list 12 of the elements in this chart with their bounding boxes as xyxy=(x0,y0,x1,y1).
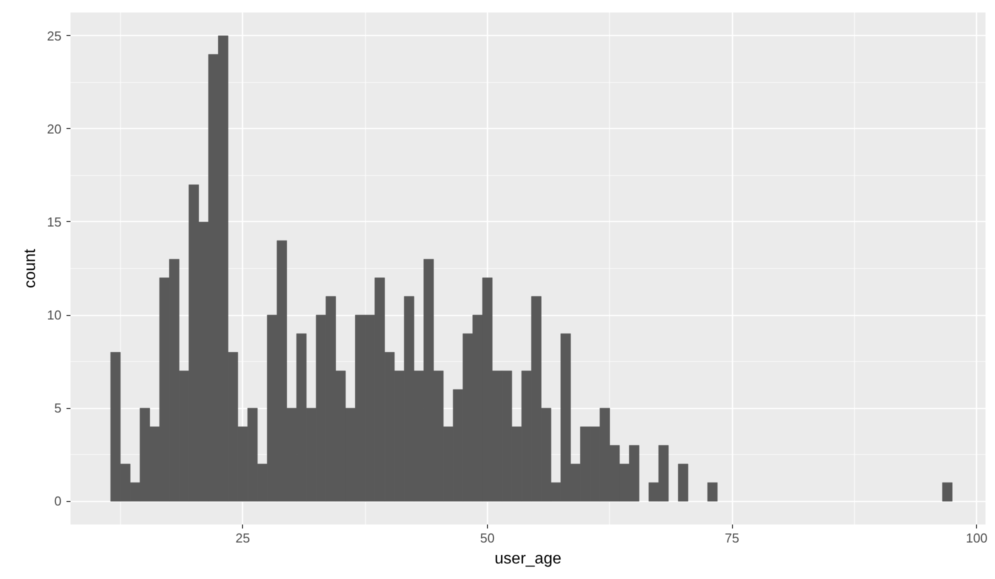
x-tick-label: 25 xyxy=(236,530,250,546)
y-tick-label: 25 xyxy=(47,28,62,44)
y-tick-label: 20 xyxy=(47,121,62,136)
x-axis-title: user_age xyxy=(494,550,562,568)
x-tick-label: 50 xyxy=(480,530,495,546)
y-tick-label: 5 xyxy=(54,400,62,416)
y-axis-title: count xyxy=(22,248,40,288)
y-tick-label: 15 xyxy=(47,214,62,230)
x-tick-label: 75 xyxy=(724,530,740,546)
y-tick-label: 10 xyxy=(47,308,62,323)
x-tick-label: 100 xyxy=(966,530,988,546)
y-tick-label: 0 xyxy=(54,494,62,509)
